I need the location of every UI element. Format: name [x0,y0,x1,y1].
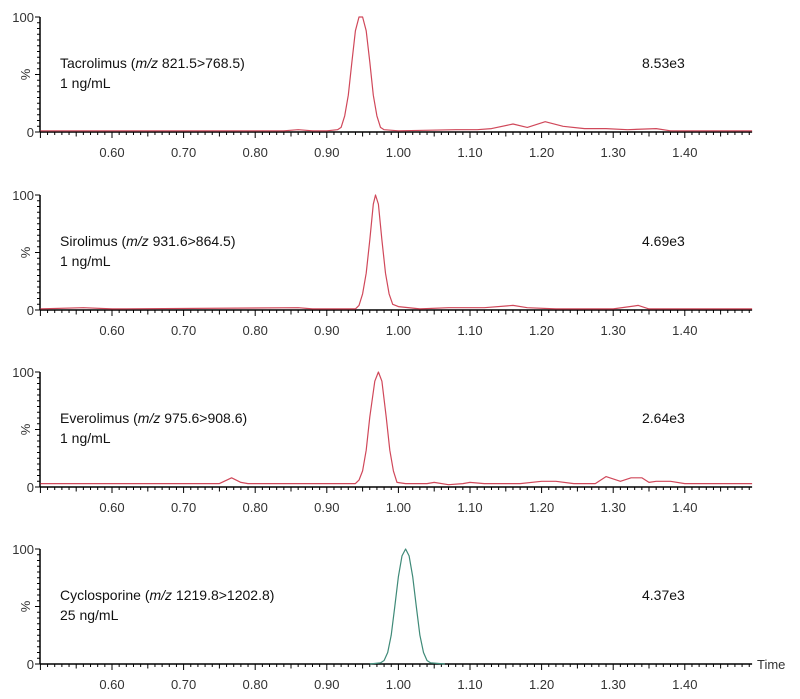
transition-label: 931.6>864.5) [149,233,236,249]
x-tick-label: 0.80 [243,145,268,160]
x-tick-label: 1.40 [672,677,697,692]
x-tick-label: 1.10 [457,500,482,515]
x-tick-label: 1.30 [601,500,626,515]
x-tick-label: 1.10 [457,677,482,692]
compound-label: Tacrolimus (m/z 821.5>768.5) [60,55,245,71]
x-tick-label: 0.80 [243,677,268,692]
x-tick-label: 1.00 [386,677,411,692]
intensity-label: 8.53e3 [642,55,685,71]
x-tick-label: 1.00 [386,323,411,338]
intensity-label: 2.64e3 [642,410,685,426]
concentration-label: 25 ng/mL [60,607,119,623]
y-tick-label: 0 [27,480,34,495]
chromatogram-panel: 100 0% 0.60 0.70 0.80 0.90 1.00 1.10 1.20 1.30 1.4… [12,542,785,692]
intensity-label: 4.69e3 [642,233,685,249]
y-tick-label: 0 [27,657,34,672]
compound-name: Tacrolimus ( [60,55,136,71]
y-tick-label: 100 [12,188,34,203]
x-tick-label: 0.90 [314,677,339,692]
x-tick-label: 1.30 [601,677,626,692]
x-tick-label: 1.20 [529,145,554,160]
x-tick-label: 1.40 [672,323,697,338]
mz-label: m/z [126,233,149,249]
x-tick-label: 0.70 [171,323,196,338]
concentration-label: 1 ng/mL [60,75,111,91]
x-tick-label: 1.00 [386,500,411,515]
x-tick-label: 1.30 [601,145,626,160]
x-tick-label: 0.90 [314,323,339,338]
compound-label: Cyclosporine (m/z 1219.8>1202.8) [60,587,274,603]
chromatogram-trace [40,194,753,310]
x-axis-label: Time [757,657,785,672]
x-tick-label: 1.40 [672,500,697,515]
x-tick-label: 0.60 [99,500,124,515]
compound-label: Sirolimus (m/z 931.6>864.5) [60,233,235,249]
x-tick-label: 0.80 [243,323,268,338]
y-axis-label: % [18,246,33,258]
x-tick-label: 0.90 [314,145,339,160]
y-axis-label: % [18,600,33,612]
concentration-label: 1 ng/mL [60,430,111,446]
mz-label: m/z [135,55,158,71]
y-tick-label: 0 [27,125,34,140]
x-tick-label: 0.70 [171,677,196,692]
x-tick-label: 1.10 [457,323,482,338]
x-tick-label: 1.00 [386,145,411,160]
transition-label: 821.5>768.5) [158,55,245,71]
chromatogram-panel: 100 0% 0.60 0.70 0.80 0.90 1.00 1.10 1.20 1.30 1.4… [12,365,753,515]
compound-name: Sirolimus ( [60,233,126,249]
mz-label: m/z [138,410,161,426]
mz-label: m/z [149,587,172,603]
y-axis-label: % [18,423,33,435]
compound-name: Cyclosporine ( [60,587,150,603]
x-tick-label: 0.70 [171,145,196,160]
compound-name: Everolimus ( [60,410,138,426]
x-tick-label: 1.10 [457,145,482,160]
chromatogram-panel: 100 0% 0.60 0.70 0.80 0.90 1.00 1.10 1.20 1.30 1.4… [12,188,753,338]
intensity-label: 4.37e3 [642,587,685,603]
chromatogram-trace [369,548,445,665]
chromatogram-panel: 100 0% 0.60 0.70 0.80 0.90 1.00 1.10 1.20 1.30 1.4… [12,10,753,160]
transition-label: 975.6>908.6) [160,410,247,426]
x-tick-label: 0.70 [171,500,196,515]
y-tick-label: 0 [27,303,34,318]
chromatogram-trace [40,371,753,486]
x-tick-label: 1.30 [601,323,626,338]
chromatogram-trace [40,16,753,132]
x-tick-label: 0.60 [99,145,124,160]
y-tick-label: 100 [12,365,34,380]
x-tick-label: 1.20 [529,500,554,515]
y-axis-label: % [18,68,33,80]
y-tick-label: 100 [12,542,34,557]
x-tick-label: 0.90 [314,500,339,515]
x-tick-label: 0.60 [99,323,124,338]
compound-label: Everolimus (m/z 975.6>908.6) [60,410,247,426]
y-tick-label: 100 [12,10,34,25]
x-tick-label: 1.20 [529,323,554,338]
x-tick-label: 0.60 [99,677,124,692]
x-tick-label: 1.40 [672,145,697,160]
x-tick-label: 1.20 [529,677,554,692]
transition-label: 1219.8>1202.8) [172,587,274,603]
x-tick-label: 0.80 [243,500,268,515]
concentration-label: 1 ng/mL [60,253,111,269]
